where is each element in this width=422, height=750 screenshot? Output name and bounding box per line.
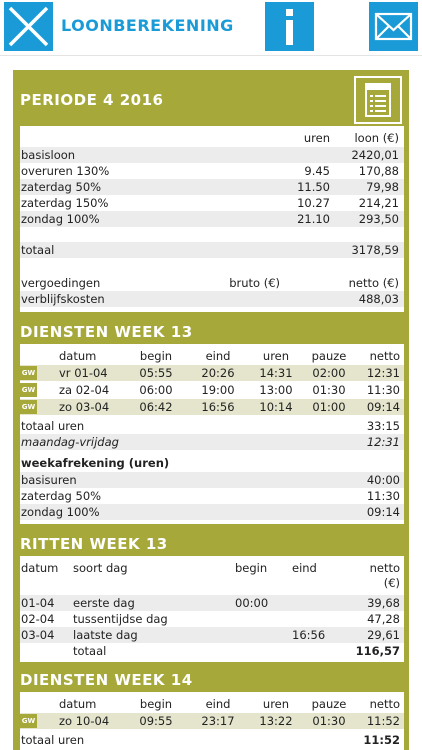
table-row: 01-04 eerste dag 00:00 39,68 <box>20 595 404 611</box>
table-row[interactable]: GW vr 01-04 05:55 20:26 14:31 02:00 12:3… <box>20 365 404 381</box>
period-total-row: totaal 3178,59 <box>20 242 404 258</box>
week14-title: DIENSTEN WEEK 14 <box>20 671 193 689</box>
week13-header-row: datum begin eind uren pauze netto <box>59 349 400 363</box>
period-header-row: uren loon (€) <box>20 130 404 146</box>
table-row: 03-04 laatste dag 16:56 29,61 <box>20 627 404 643</box>
weekafrekening-title: weekafrekening (uren) <box>21 456 170 470</box>
table-row[interactable]: GW zo 03-04 06:42 16:56 10:14 01:00 09:1… <box>20 399 404 415</box>
table-row: overuren 130% 9.45 170,88 <box>21 164 399 178</box>
week13-mon-fri-row: maandag-vrijdag 12:31 <box>20 434 404 450</box>
document-button[interactable] <box>354 76 402 124</box>
table-row[interactable]: GW zo 10-04 09:55 23:17 13:22 01:30 11:5… <box>20 713 404 729</box>
info-icon <box>286 9 293 45</box>
week13-card: datum begin eind uren pauze netto GW vr … <box>20 344 404 524</box>
mail-icon <box>374 12 413 41</box>
close-button[interactable] <box>4 2 53 51</box>
table-row: zaterdag 50% 11.50 79,98 <box>20 179 404 195</box>
gw-badge: GW <box>20 366 37 380</box>
ritten-header-row: datum soort dag begin eind netto <box>21 561 400 575</box>
table-row: zaterdag 50% 11:30 <box>21 489 400 503</box>
table-row: zondag 100% 21.10 293,50 <box>20 211 404 227</box>
mail-button[interactable] <box>369 2 418 51</box>
table-row: 02-04 tussentijdse dag 47,28 <box>21 612 400 626</box>
week13-title: DIENSTEN WEEK 13 <box>20 323 193 341</box>
table-row: basisloon 2420,01 <box>20 147 404 163</box>
gw-badge: GW <box>20 714 37 728</box>
table-row: zondag 100% 09:14 <box>20 504 404 520</box>
gw-badge: GW <box>20 383 37 397</box>
week14-total-row: totaal uren 11:52 <box>21 733 400 747</box>
info-button[interactable] <box>265 2 314 51</box>
ritten-total-row: totaal 116,57 <box>73 644 400 658</box>
app-title: LOONBEREKENING <box>61 16 234 35</box>
close-icon <box>8 6 49 47</box>
col-loon-header: loon (€) <box>354 131 399 145</box>
content-panel: PERIODE 4 2016 uren loon (€) basisloon 2… <box>13 70 409 750</box>
ritten-unit-row: (€) <box>383 576 400 590</box>
table-row: basisuren 40:00 <box>20 472 404 488</box>
ritten-card: datum soort dag begin eind netto (€) 01-… <box>20 556 404 662</box>
col-uren-header: uren <box>303 131 330 145</box>
table-row: zaterdag 150% 10.27 214,21 <box>21 196 399 210</box>
ritten-title: RITTEN WEEK 13 <box>20 535 168 553</box>
top-bar: LOONBEREKENING <box>0 0 422 56</box>
week13-total-row: totaal uren 33:15 <box>21 419 400 433</box>
gw-badge: GW <box>20 400 37 414</box>
period-card: uren loon (€) basisloon 2420,01 overuren… <box>20 126 404 312</box>
table-row: verblijfskosten 488,03 <box>20 291 404 307</box>
table-row[interactable]: GW za 02-04 06:00 19:00 13:00 01:30 11:3… <box>20 383 400 397</box>
week14-header-row: datum begin eind uren pauze netto <box>59 697 400 711</box>
period-title: PERIODE 4 2016 <box>20 91 164 109</box>
document-icon <box>365 83 391 117</box>
allowances-header-row: vergoedingen bruto (€) netto (€) <box>21 276 399 290</box>
week14-card: datum begin eind uren pauze netto GW zo … <box>20 692 404 750</box>
